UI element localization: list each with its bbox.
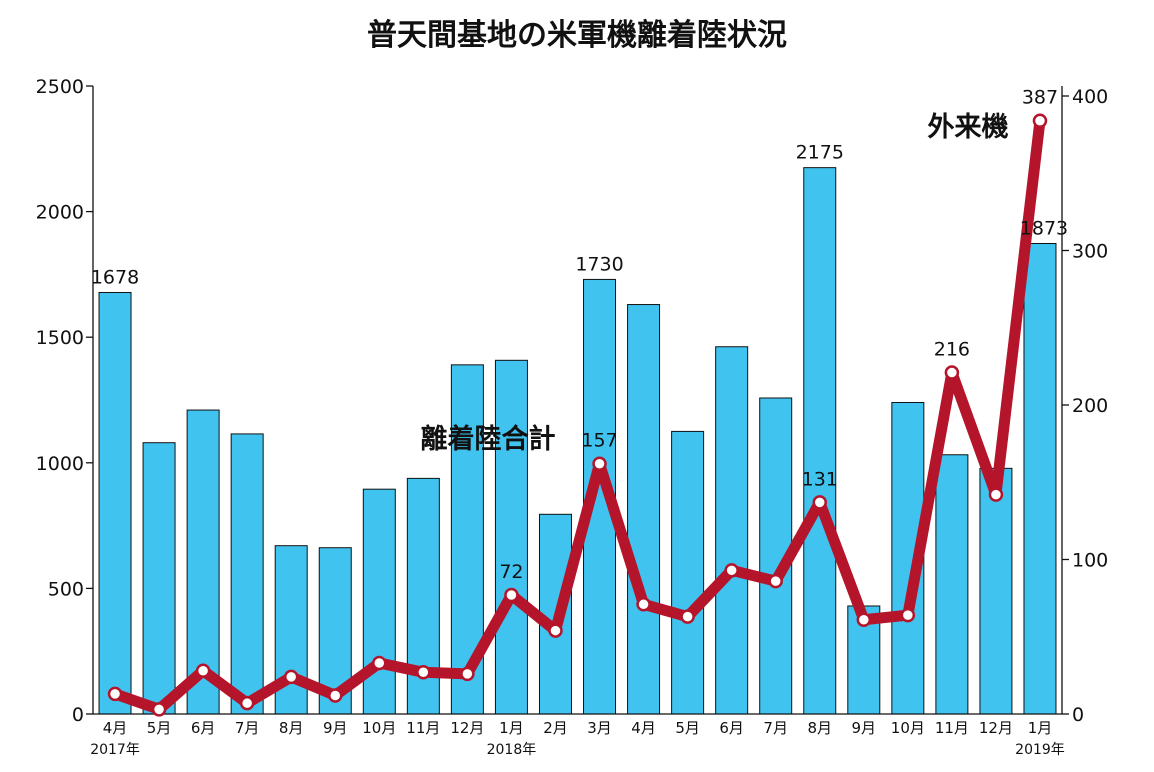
line-path [109, 115, 1046, 715]
bar-data-label-11: 1730 [575, 253, 623, 275]
line-point-13 [680, 609, 695, 624]
left-tick-label-2500: 2500 [36, 76, 84, 98]
bar-13 [671, 430, 705, 715]
x-tick-label-4: 8月 [279, 719, 304, 737]
line-point-21 [1032, 113, 1048, 128]
line-data-label-21: 387 [1022, 87, 1058, 109]
left-tick-label-1500: 1500 [36, 327, 84, 349]
line-point-17 [856, 612, 872, 628]
year-label-21: 2019年 [1015, 742, 1065, 758]
line-point-16 [812, 495, 827, 510]
year-label-9: 2018年 [487, 742, 537, 758]
data-labels: 1678 1730 2175 1873 72 157 131 216 387 [91, 87, 1068, 583]
line-point-4 [283, 669, 299, 685]
bar-14 [715, 346, 749, 715]
line-data-label-9: 72 [499, 561, 523, 583]
x-tick-label-6: 10月 [362, 719, 396, 737]
right-tick-label-100: 100 [1072, 550, 1108, 572]
series-labels: 離着陸合計 外来機 [421, 112, 1009, 455]
x-tick-label-21: 1月 [1028, 719, 1053, 737]
line-point-6 [372, 655, 387, 671]
x-tick-label-0: 4月 [103, 719, 128, 737]
x-tick-label-7: 11月 [406, 719, 440, 737]
bar-9 [494, 359, 528, 715]
line-point-8 [460, 666, 475, 682]
bar-data-label-16: 2175 [796, 142, 844, 164]
x-tick-label-15: 7月 [763, 719, 788, 737]
bar-3 [230, 433, 264, 715]
bar-data-label-21: 1873 [1020, 218, 1068, 240]
series-label-bars: 離着陸合計 [421, 423, 556, 455]
x-tick-label-10: 2月 [543, 719, 568, 737]
x-tick-label-8: 12月 [450, 719, 484, 737]
bar-16 [803, 167, 837, 715]
line-point-3 [239, 695, 255, 711]
left-axis-ticks: 0 500 1000 1500 2000 2500 [36, 76, 93, 726]
left-tick-label-500: 500 [48, 578, 84, 600]
bar-12 [627, 304, 661, 715]
bar-6 [362, 488, 396, 715]
x-tick-label-17: 9月 [852, 719, 877, 737]
left-tick-label-1000: 1000 [36, 453, 84, 475]
right-tick-label-0: 0 [1072, 704, 1084, 726]
left-tick-label-0: 0 [72, 704, 84, 726]
left-tick-label-2000: 2000 [36, 202, 84, 224]
x-tick-label-1: 5月 [147, 719, 172, 737]
line-point-11 [592, 456, 607, 471]
bar-19 [935, 454, 969, 715]
right-axis-ticks: 0 100 200 300 400 [1062, 86, 1108, 726]
line-point-12 [636, 597, 651, 612]
right-tick-label-400: 400 [1072, 86, 1108, 108]
line-point-15 [768, 573, 783, 589]
year-label-0: 2017年 [90, 742, 140, 758]
line-point-2 [195, 663, 211, 678]
x-tick-label-18: 10月 [891, 719, 925, 737]
line-point-18 [900, 607, 916, 623]
x-tick-label-13: 5月 [675, 719, 700, 737]
x-tick-label-5: 9月 [323, 719, 348, 737]
bar-20 [979, 467, 1013, 715]
line-point-20 [988, 487, 1004, 502]
line-data-label-16: 131 [802, 468, 838, 490]
line-point-7 [416, 665, 431, 680]
bar-21 [1023, 243, 1057, 715]
line-point-9 [504, 587, 519, 603]
right-tick-label-200: 200 [1072, 395, 1108, 417]
line-point-14 [724, 563, 739, 578]
line-point-1 [151, 702, 167, 717]
line-point-10 [548, 623, 563, 638]
x-tick-label-3: 7月 [235, 719, 260, 737]
x-tick-label-9: 1月 [499, 719, 524, 737]
bar-series [98, 167, 1057, 715]
x-tick-label-14: 6月 [719, 719, 744, 737]
line-point-19 [944, 365, 960, 380]
right-tick-label-300: 300 [1072, 241, 1108, 263]
line-data-label-11: 157 [581, 430, 617, 452]
series-label-line: 外来機 [928, 112, 1009, 143]
bar-2 [186, 409, 220, 715]
x-axis-ticks: 4月 5月 6月 7月 8月 9月 10月 11月 12月 1月 2月 3月 4月 5月 6月 7月 8月 9月 1… [90, 719, 1065, 758]
x-tick-label-11: 3月 [587, 719, 612, 737]
line-point-0 [107, 686, 123, 702]
bar-1 [142, 442, 176, 715]
bar-0 [98, 291, 132, 715]
x-tick-label-16: 8月 [807, 719, 832, 737]
x-tick-label-20: 12月 [979, 719, 1013, 737]
axes [92, 86, 1063, 715]
bar-data-label-0: 1678 [91, 266, 139, 288]
x-tick-label-2: 6月 [191, 719, 216, 737]
line-data-label-19: 216 [934, 339, 970, 361]
x-tick-label-12: 4月 [631, 719, 656, 737]
line-point-5 [328, 688, 343, 703]
line-series [107, 113, 1048, 717]
chart-title: 普天間基地の米軍機離着陸状況 [367, 18, 787, 53]
x-tick-label-19: 11月 [935, 719, 969, 737]
